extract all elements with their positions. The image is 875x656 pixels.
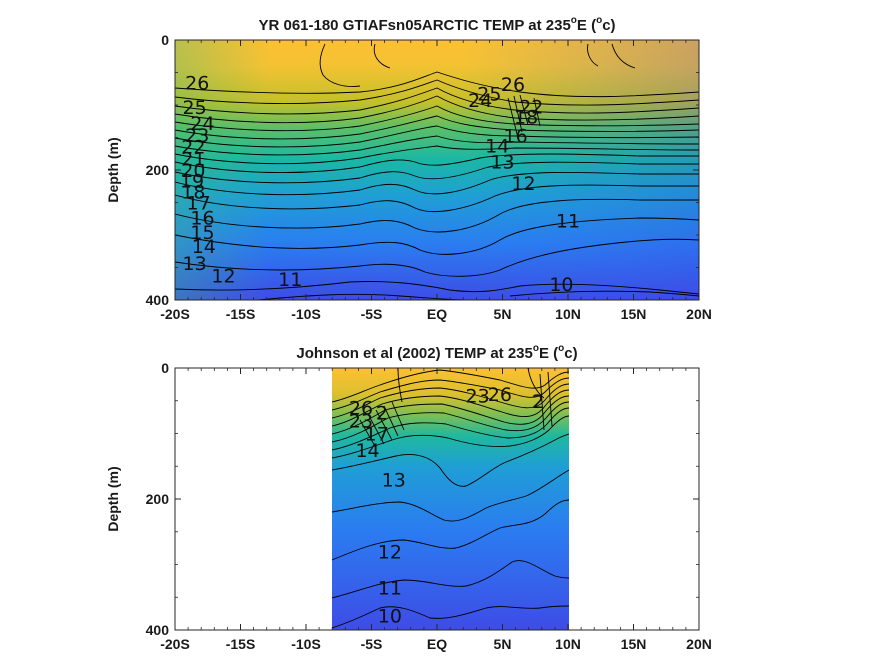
top-panel: YR 061-180 GTIAFsn05ARCTIC TEMP at 235oE…: [105, 15, 712, 322]
contour-label: 10: [378, 606, 402, 628]
contour-label: 11: [378, 577, 402, 599]
contour-label: 12: [378, 541, 402, 563]
contour-label: 10: [549, 274, 573, 296]
contour-label: 2: [532, 391, 544, 413]
bottom-title: Johnson et al (2002) TEMP at 235oE (oc): [296, 343, 577, 362]
top-x-ticks: -20S -15S -10S -5S EQ 5N 10N 15N 20N: [160, 40, 712, 322]
contour-label: 14: [355, 440, 379, 462]
contour-label: 14: [192, 236, 216, 258]
bottom-y-axis-label: Depth (m): [105, 466, 121, 531]
contour-label: 23: [466, 386, 490, 408]
contour-label: 17: [186, 193, 210, 215]
x-tick-label: -5S: [361, 636, 383, 652]
y-tick-label: 0: [161, 360, 169, 376]
contour-label: 26: [185, 72, 209, 94]
contour-label: 26: [501, 74, 525, 96]
x-tick-label: 10N: [555, 636, 581, 652]
contour-label: 11: [278, 269, 302, 291]
contour-label: 19: [180, 170, 204, 192]
y-tick-label: 200: [146, 162, 170, 178]
contour-label: 16: [504, 126, 528, 148]
contour-label: 21: [181, 148, 205, 170]
x-tick-label: EQ: [427, 306, 447, 322]
top-y-axis-label: Depth (m): [105, 137, 121, 202]
contour-label: 12: [211, 265, 235, 287]
contour-label: 18: [514, 107, 538, 129]
contour-label: 20: [181, 160, 205, 182]
contour-label: 23: [349, 410, 373, 432]
bottom-x-ticks: -20S -15S -10S -5S EQ 5N 10N 15N 20N: [160, 368, 712, 652]
contour-label: 24: [190, 113, 214, 135]
top-y-ticks: 0 200 400: [146, 32, 699, 308]
contour-label: 22: [181, 137, 205, 159]
contour-label: 14: [485, 135, 509, 157]
contour-label: 25: [477, 83, 501, 105]
top-title: YR 061-180 GTIAFsn05ARCTIC TEMP at 235oE…: [258, 15, 615, 34]
x-tick-label: 15N: [621, 306, 647, 322]
x-tick-label: -20S: [160, 306, 190, 322]
x-tick-label: -15S: [226, 306, 256, 322]
contour-label: 11: [556, 211, 580, 233]
contour-label: 16: [190, 207, 214, 229]
top-contour-lines: [175, 43, 699, 300]
x-tick-label: EQ: [427, 636, 447, 652]
bottom-contour-lines: [332, 368, 569, 629]
contour-label: 13: [382, 469, 406, 491]
contour-label: 18: [181, 181, 205, 203]
x-tick-label: -10S: [291, 306, 321, 322]
x-tick-label: 5N: [494, 636, 512, 652]
contour-label: 23: [185, 125, 209, 147]
y-tick-label: 400: [146, 622, 170, 638]
x-tick-label: 20N: [686, 306, 712, 322]
x-tick-label: 10N: [555, 306, 581, 322]
contour-label: 17: [365, 424, 389, 446]
bottom-y-ticks: 0 200 400: [146, 360, 699, 638]
contour-label: 13: [490, 152, 514, 174]
x-tick-label: -5S: [361, 306, 383, 322]
bottom-panel: Johnson et al (2002) TEMP at 235oE (oc): [105, 343, 712, 652]
contour-label: 13: [183, 253, 207, 275]
contour-label: 26: [488, 384, 512, 406]
contour-label: 25: [183, 97, 207, 119]
x-tick-label: -20S: [160, 636, 190, 652]
x-tick-label: 5N: [494, 306, 512, 322]
x-tick-label: 20N: [686, 636, 712, 652]
x-tick-label: -15S: [226, 636, 256, 652]
contour-label: 22: [519, 96, 543, 118]
contour-label: 2: [376, 403, 388, 425]
contour-label: 26: [349, 397, 373, 419]
y-tick-label: 0: [161, 32, 169, 48]
contour-label: 24: [468, 90, 492, 112]
x-tick-label: -10S: [291, 636, 321, 652]
y-tick-label: 200: [146, 491, 170, 507]
y-tick-label: 400: [146, 292, 170, 308]
contour-label: 15: [190, 222, 214, 244]
contour-label: 12: [511, 173, 535, 195]
x-tick-label: 15N: [621, 636, 647, 652]
